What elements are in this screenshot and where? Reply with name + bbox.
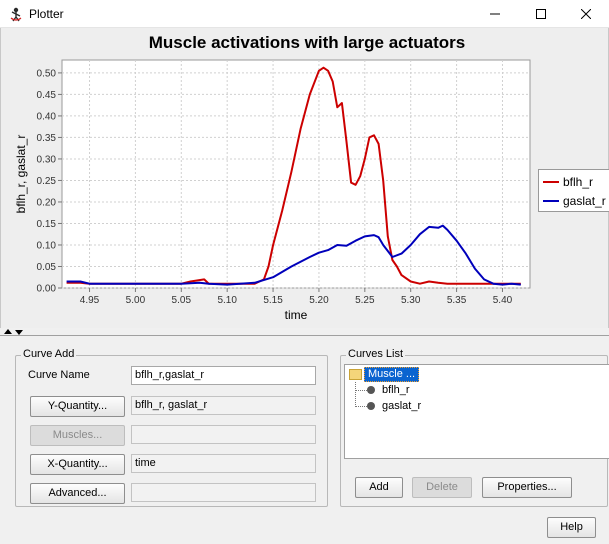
legend-swatch: [543, 200, 559, 202]
tree-connector: [355, 382, 356, 407]
x-axis: 4.95 5.00 5.05 5.10 5.15 5.20 5.25 5.30 5.35 5.40: [80, 288, 513, 306]
curves-list-group: Curves List: [340, 348, 608, 507]
x-tick-label: 5.25: [355, 295, 375, 306]
curve-node-icon: [367, 386, 375, 394]
muscles-button[interactable]: Muscles...: [30, 425, 125, 446]
add-button[interactable]: Add: [355, 477, 403, 498]
window-titlebar: Plotter: [0, 0, 609, 28]
curve-add-legend: Curve Add: [21, 348, 77, 360]
minimize-icon: [490, 13, 500, 15]
curves-list-legend: Curves List: [346, 348, 406, 360]
tree-item-gaslat-r[interactable]: gaslat_r: [382, 400, 422, 412]
x-quantity-field: time: [131, 454, 316, 473]
x-tick-label: 5.15: [263, 295, 283, 306]
legend-swatch: [543, 181, 559, 183]
help-button[interactable]: Help: [547, 517, 596, 538]
x-tick-label: 5.05: [172, 295, 192, 306]
tree-connector: [355, 390, 367, 391]
x-tick-label: 4.95: [80, 295, 100, 306]
folder-icon: [349, 369, 362, 380]
x-tick-label: 5.40: [493, 295, 513, 306]
maximize-icon: [536, 9, 546, 19]
curves-tree[interactable]: Muscle ... bflh_r gaslat_r: [344, 364, 609, 459]
curve-node-icon: [367, 402, 375, 410]
y-tick-label: 0.50: [37, 68, 57, 79]
y-tick-label: 0.00: [37, 284, 57, 295]
chart-panel: Muscle activations with large actuators …: [0, 28, 609, 328]
y-tick-label: 0.20: [37, 197, 57, 208]
tree-root-item[interactable]: Muscle ...: [364, 367, 420, 382]
y-axis: 0.00 0.05 0.10 0.15 0.20 0.25 0.30 0.35 0.40 0.45…: [37, 68, 62, 295]
y-tick-label: 0.10: [37, 240, 57, 251]
splitter-arrows-icon[interactable]: [3, 328, 25, 336]
tree-item-bflh-r[interactable]: bflh_r: [382, 384, 410, 396]
minimize-button[interactable]: [472, 0, 518, 28]
y-quantity-button[interactable]: Y-Quantity...: [30, 396, 125, 417]
x-tick-label: 5.00: [126, 295, 146, 306]
app-icon: [10, 7, 22, 22]
legend-label: gaslat_r: [563, 194, 606, 208]
y-tick-label: 0.05: [37, 262, 57, 273]
chart-title: Muscle activations with large actuators: [149, 33, 465, 52]
tree-connector: [355, 406, 367, 407]
x-tick-label: 5.35: [447, 295, 467, 306]
x-axis-label: time: [285, 308, 308, 322]
grid-lines: [62, 60, 530, 289]
maximize-button[interactable]: [518, 0, 564, 28]
y-tick-label: 0.15: [37, 219, 57, 230]
y-tick-label: 0.40: [37, 111, 57, 122]
y-tick-label: 0.45: [37, 90, 57, 101]
y-tick-label: 0.30: [37, 154, 57, 165]
y-quantity-field: bflh_r, gaslat_r: [131, 396, 316, 415]
y-tick-label: 0.35: [37, 133, 57, 144]
muscles-field: [131, 425, 316, 444]
x-tick-label: 5.30: [401, 295, 421, 306]
y-axis-label: bflh_r, gaslat_r: [14, 135, 28, 214]
panel-splitter[interactable]: [0, 328, 609, 336]
x-tick-label: 5.10: [217, 295, 237, 306]
advanced-button[interactable]: Advanced...: [30, 483, 125, 504]
series-line-gaslat-r: [66, 224, 521, 286]
series-lines: [66, 66, 521, 286]
curve-name-field[interactable]: bflh_r,gaslat_r: [131, 366, 316, 385]
close-icon: [581, 9, 591, 19]
delete-button[interactable]: Delete: [412, 477, 472, 498]
properties-button[interactable]: Properties...: [482, 477, 572, 498]
line-chart[interactable]: Muscle activations with large actuators …: [1, 28, 609, 328]
close-button[interactable]: [563, 0, 609, 28]
curve-name-label: Curve Name: [28, 369, 90, 381]
curve-add-group: Curve Add: [15, 348, 328, 507]
chart-legend: bflh_r gaslat_r: [538, 169, 609, 212]
x-quantity-button[interactable]: X-Quantity...: [30, 454, 125, 475]
advanced-field: [131, 483, 316, 502]
legend-label: bflh_r: [563, 175, 594, 189]
y-tick-label: 0.25: [37, 176, 57, 187]
window-title: Plotter: [29, 7, 64, 21]
x-tick-label: 5.20: [309, 295, 329, 306]
